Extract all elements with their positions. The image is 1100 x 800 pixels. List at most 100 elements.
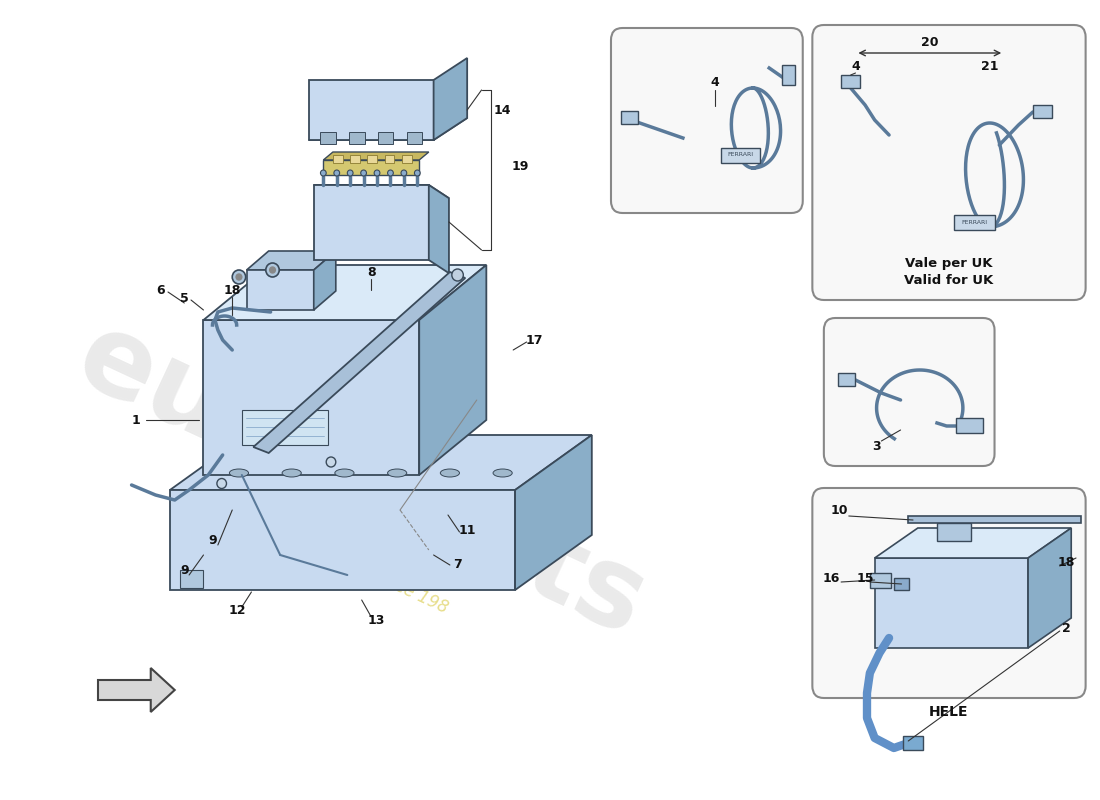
- Bar: [349, 132, 364, 144]
- Circle shape: [217, 478, 227, 489]
- Text: 3: 3: [872, 439, 881, 453]
- Text: 19: 19: [512, 159, 529, 173]
- Polygon shape: [515, 435, 592, 590]
- Text: 6: 6: [156, 283, 165, 297]
- Bar: [385, 155, 394, 163]
- Bar: [903, 736, 923, 750]
- Polygon shape: [169, 435, 592, 490]
- Text: 2: 2: [1063, 622, 1070, 634]
- Text: 11: 11: [459, 523, 476, 537]
- Text: 10: 10: [830, 503, 848, 517]
- Bar: [242, 410, 328, 445]
- Text: 18: 18: [223, 283, 241, 297]
- Text: 16: 16: [823, 571, 840, 585]
- Polygon shape: [419, 265, 486, 475]
- Circle shape: [415, 170, 420, 176]
- Text: a leader for parts since 198: a leader for parts since 198: [234, 503, 451, 617]
- Text: 15: 15: [856, 571, 873, 585]
- Text: 7: 7: [453, 558, 462, 571]
- Bar: [956, 418, 983, 433]
- Ellipse shape: [230, 469, 249, 477]
- Text: 5: 5: [180, 291, 189, 305]
- Circle shape: [320, 170, 327, 176]
- Polygon shape: [309, 118, 468, 140]
- Ellipse shape: [387, 469, 407, 477]
- FancyBboxPatch shape: [812, 488, 1086, 698]
- Text: 14: 14: [494, 103, 512, 117]
- Bar: [937, 523, 970, 541]
- Text: 18: 18: [1058, 557, 1075, 570]
- Polygon shape: [874, 528, 1071, 558]
- Bar: [894, 578, 910, 590]
- Bar: [842, 75, 860, 88]
- Bar: [838, 373, 856, 386]
- Bar: [333, 155, 342, 163]
- Text: FERRARI: FERRARI: [961, 219, 988, 225]
- FancyBboxPatch shape: [610, 28, 803, 213]
- Bar: [378, 132, 394, 144]
- Circle shape: [387, 170, 394, 176]
- Text: Valid for UK: Valid for UK: [904, 274, 993, 286]
- Bar: [179, 570, 204, 588]
- Polygon shape: [204, 320, 419, 475]
- Polygon shape: [253, 272, 465, 453]
- Bar: [320, 132, 336, 144]
- Polygon shape: [429, 185, 449, 274]
- Text: europarts: europarts: [60, 302, 662, 658]
- Text: 9: 9: [180, 563, 188, 577]
- Bar: [407, 132, 422, 144]
- Text: FERRARI: FERRARI: [727, 153, 754, 158]
- Bar: [1033, 105, 1052, 118]
- Text: 13: 13: [367, 614, 385, 626]
- Polygon shape: [433, 58, 468, 140]
- Text: 21: 21: [981, 61, 999, 74]
- Text: 4: 4: [711, 77, 719, 90]
- Bar: [350, 155, 360, 163]
- Circle shape: [232, 270, 245, 284]
- Polygon shape: [314, 185, 449, 198]
- FancyBboxPatch shape: [812, 25, 1086, 300]
- Circle shape: [452, 269, 463, 281]
- Circle shape: [374, 170, 379, 176]
- Polygon shape: [246, 270, 314, 310]
- Polygon shape: [204, 265, 486, 320]
- Text: 17: 17: [526, 334, 543, 346]
- Bar: [402, 155, 411, 163]
- Ellipse shape: [282, 469, 301, 477]
- Polygon shape: [1028, 528, 1071, 648]
- Polygon shape: [323, 152, 429, 160]
- Bar: [782, 65, 795, 85]
- Circle shape: [327, 457, 336, 467]
- Circle shape: [361, 170, 366, 176]
- Ellipse shape: [440, 469, 460, 477]
- Text: 9: 9: [209, 534, 218, 546]
- Polygon shape: [246, 251, 336, 270]
- Text: 8: 8: [367, 266, 375, 279]
- Text: 4: 4: [851, 61, 860, 74]
- Polygon shape: [314, 185, 429, 260]
- Text: Vale per UK: Vale per UK: [905, 257, 992, 270]
- Polygon shape: [314, 251, 336, 310]
- Circle shape: [334, 170, 340, 176]
- Circle shape: [266, 263, 279, 277]
- Text: 12: 12: [229, 603, 245, 617]
- Bar: [722, 148, 760, 163]
- Bar: [870, 573, 891, 588]
- Text: HELE: HELE: [928, 705, 968, 719]
- Bar: [955, 215, 994, 230]
- Ellipse shape: [334, 469, 354, 477]
- Circle shape: [236, 274, 242, 280]
- Polygon shape: [909, 516, 1081, 523]
- Bar: [620, 111, 638, 124]
- Ellipse shape: [493, 469, 513, 477]
- Polygon shape: [169, 490, 515, 590]
- Circle shape: [348, 170, 353, 176]
- Polygon shape: [874, 558, 1028, 648]
- Text: 1: 1: [132, 414, 141, 426]
- Bar: [367, 155, 377, 163]
- Circle shape: [402, 170, 407, 176]
- FancyBboxPatch shape: [824, 318, 994, 466]
- Circle shape: [270, 267, 275, 273]
- Polygon shape: [98, 668, 175, 712]
- Polygon shape: [323, 160, 419, 175]
